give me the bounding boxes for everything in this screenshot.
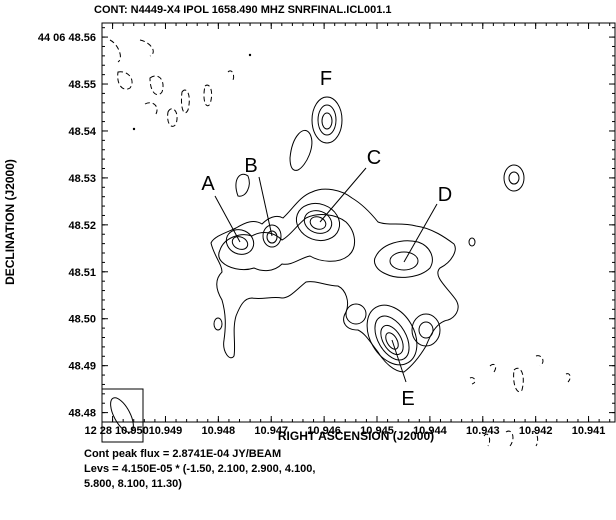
axis-ticks: 12 28 10.950 10.949 10.948 10.947 10.946 10.9… [38, 23, 615, 437]
contour-c-l3 [295, 202, 341, 242]
contour-blob-e-right-inner [418, 321, 434, 339]
neg-contour-8 [167, 108, 178, 127]
label-e: E [401, 388, 414, 410]
neg-contour-14 [483, 433, 491, 447]
beam-box [101, 388, 144, 443]
contour-blob-right-small [468, 237, 476, 247]
contour-d-l3 [389, 251, 419, 271]
x-tick-label: 10.946 [307, 425, 341, 437]
contour-blob-upper-left [235, 173, 250, 197]
neg-contour-12 [513, 367, 524, 393]
beam-ellipse [110, 397, 134, 433]
y-tick-label: 48.50 [68, 314, 96, 326]
x-tick-label: 10.945 [360, 425, 394, 437]
y-tick-label: 48.53 [68, 173, 96, 185]
contour-e-l3 [374, 315, 410, 361]
y-tick-label: 48.48 [68, 408, 96, 420]
y-tick-label: 48.54 [68, 126, 96, 138]
contour-f-l1 [311, 96, 343, 144]
x-tick-label: 10.941 [572, 425, 606, 437]
positive-contours [210, 96, 525, 373]
label-d: D [438, 184, 452, 206]
neg-contour-3 [117, 71, 133, 90]
leader-b [258, 176, 273, 237]
leader-c [319, 167, 367, 223]
contour-blob-left-f [289, 129, 313, 171]
x-tick-label: 10.942 [519, 425, 553, 437]
y-tick-label: 48.55 [68, 79, 96, 91]
component-labels: A B C D E F [201, 68, 452, 410]
contour-a-l4 [231, 236, 249, 250]
neg-contour-16 [531, 430, 539, 447]
x-tick-label: 10.944 [413, 425, 448, 437]
contour-blob-e-left [345, 303, 367, 325]
x-tick-label: 10.948 [202, 425, 236, 437]
neg-contour-15 [505, 430, 514, 447]
contour-outer-main [210, 188, 459, 373]
neg-contour-5 [181, 89, 190, 114]
contour-f-l3 [321, 112, 333, 130]
y-tick-label: 48.51 [68, 267, 96, 279]
neg-contour-6 [203, 84, 213, 107]
leader-e [391, 339, 407, 383]
beam-indicator [101, 388, 144, 443]
neg-contour-4 [149, 75, 164, 96]
plot-frame [101, 22, 616, 423]
label-c: C [367, 147, 381, 169]
contour-b-l3 [262, 224, 282, 248]
peak-flux-text: Cont peak flux = 2.8741E-04 JY/BEAM [84, 448, 282, 460]
x-axis-label: RIGHT ASCENSION (J2000) [278, 429, 434, 443]
contour-e-l2 [366, 304, 418, 366]
contour-c-l4 [303, 210, 333, 234]
contour-e-l5 [385, 332, 399, 350]
x-tick-label: 10.943 [466, 425, 500, 437]
neg-contour-1 [109, 39, 121, 63]
y-tick-label: 48.49 [68, 361, 96, 373]
contour-blob-far-right [503, 164, 525, 192]
component-leaders [214, 167, 438, 383]
contour-blob-far-right-inner [508, 171, 520, 185]
leader-a [214, 195, 241, 243]
x-tick-label: 10.947 [254, 425, 288, 437]
contour-blob-e-right [411, 313, 441, 347]
y-tick-label: 44 06 48.56 [38, 32, 96, 44]
levels-text-line2: 5.800, 8.100, 11.30) [84, 478, 182, 490]
label-a: A [201, 173, 215, 195]
contour-d-l2 [373, 240, 433, 278]
neg-contour-9 [227, 70, 235, 83]
negative-contours [109, 39, 571, 447]
neg-contour-7 [144, 102, 158, 115]
contour-level2-ab [218, 214, 355, 272]
y-axis-label: DECLINATION (J2000) [3, 159, 17, 285]
neg-contour-2 [139, 39, 154, 57]
contour-e-l4 [380, 324, 404, 356]
neg-contour-11 [489, 363, 497, 373]
leader-d [403, 203, 438, 263]
contour-f-l2 [317, 104, 337, 136]
noise-dot-2 [248, 53, 252, 57]
neg-contour-17 [565, 373, 571, 383]
contour-blob-left-small [213, 317, 223, 331]
neg-contour-13 [535, 355, 544, 367]
plot-title: CONT: N4449-X4 IPOL 1658.490 MHZ SNRFINA… [94, 4, 392, 16]
x-tick-label: 12 28 10.950 [84, 425, 148, 437]
noise-dot-1 [132, 127, 136, 131]
levels-text-line1: Levs = 4.150E-05 * (-1.50, 2.100, 2.900,… [84, 463, 316, 475]
contour-b-l4 [266, 230, 278, 244]
contour-a-l3 [225, 229, 255, 255]
x-tick-label: 10.949 [149, 425, 183, 437]
y-tick-label: 48.52 [68, 220, 96, 232]
label-b: B [244, 155, 257, 177]
neg-contour-10 [469, 377, 476, 385]
contour-c-l5 [309, 216, 327, 230]
label-f: F [320, 68, 332, 90]
